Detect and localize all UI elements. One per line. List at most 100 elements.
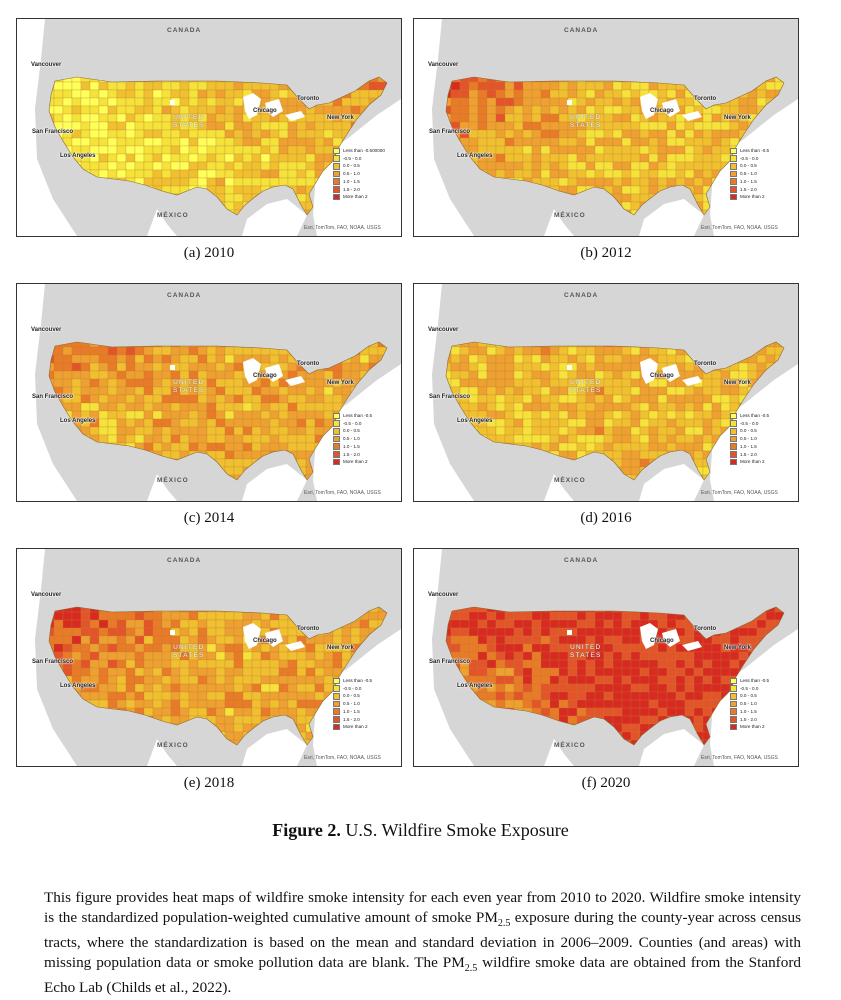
county-cell [585,619,596,629]
county-cell [287,426,298,436]
county-cell [495,97,506,107]
county-cell [197,105,208,115]
legend-label: More than 2 [740,194,765,200]
county-cell [468,635,479,645]
county-cell [612,418,623,428]
legend-swatch [730,443,737,450]
county-cell [170,346,181,356]
county-cell [206,611,217,621]
county-cell [513,105,524,115]
county-cell [206,627,217,637]
county-cell [188,434,199,444]
missing-data-area [170,365,175,370]
county-cell [630,434,641,444]
county-cell [576,177,587,187]
map-graphic [17,549,401,766]
county-cell [477,97,488,107]
county-cell [495,675,506,685]
county-cell [71,394,82,404]
county-cell [233,169,244,179]
county-cell [71,137,82,147]
county-cell [702,161,713,171]
county-cell [188,659,199,669]
county-cell [233,691,244,701]
county-cell [170,81,181,91]
county-cell [134,346,145,356]
county-cell [152,378,163,388]
county-cell [621,723,632,733]
county-cell [53,378,64,388]
county-cell [540,177,551,187]
county-cell [305,651,316,661]
legend-label: 1.0 - 1.5 [343,708,360,714]
county-cell [450,362,461,372]
county-cell [675,169,686,179]
county-cell [477,619,488,629]
county-cell [269,129,280,139]
county-cell [630,137,641,147]
county-cell [576,691,587,701]
county-cell [630,410,641,420]
county-cell [495,683,506,693]
legend-label: Less than -0.500000 [343,148,385,153]
county-cell [125,635,136,645]
county-cell [116,394,127,404]
county-cell [224,627,235,637]
county-cell [332,370,343,380]
county-cell [486,354,497,364]
county-cell [531,426,542,436]
county-cell [621,394,632,404]
county-cell [188,346,199,356]
county-cell [666,169,677,179]
ocean-area [147,739,177,766]
county-cell [125,699,136,709]
county-cell [170,434,181,444]
county-cell [287,442,298,452]
legend-entry: -0.5 - 0.0 [730,420,769,428]
county-cell [233,715,244,725]
county-cell [188,177,199,187]
county-cell [323,651,334,661]
legend-swatch [730,451,737,458]
county-cell [242,346,253,356]
county-cell [549,675,560,685]
county-cell [98,410,109,420]
county-cell [567,145,578,155]
county-cell [260,659,271,669]
county-cell [747,627,758,637]
county-cell [71,643,82,653]
county-cell [603,627,614,637]
county-cell [630,370,641,380]
city-label-san-francisco: San Francisco [32,659,74,665]
county-cell [116,97,127,107]
map-legend: Less than -0.5 -0.5 - 0.0 0.0 - 0.5 0.5 - 1… [730,677,769,731]
county-cell [134,105,145,115]
county-cell [251,434,262,444]
county-cell [666,153,677,163]
city-label-los-angeles: Los Angeles [60,418,96,424]
county-cell [314,105,325,115]
county-cell [116,169,127,179]
county-cell [53,362,64,372]
county-cell [495,434,506,444]
county-cell [504,402,515,412]
county-cell [71,113,82,123]
county-cell [233,458,244,468]
county-cell [621,121,632,131]
county-cell [233,121,244,131]
county-cell [242,121,253,131]
county-cell [314,161,325,171]
county-cell [278,434,289,444]
county-cell [242,394,253,404]
county-cell [143,105,154,115]
county-cell [161,707,172,717]
county-cell [107,426,118,436]
county-cell [576,659,587,669]
county-cell [495,81,506,91]
county-cell [639,691,650,701]
legend-swatch [730,155,737,162]
county-cell [666,137,677,147]
legend-swatch [333,458,340,466]
county-cell [197,169,208,179]
county-cell [143,402,154,412]
